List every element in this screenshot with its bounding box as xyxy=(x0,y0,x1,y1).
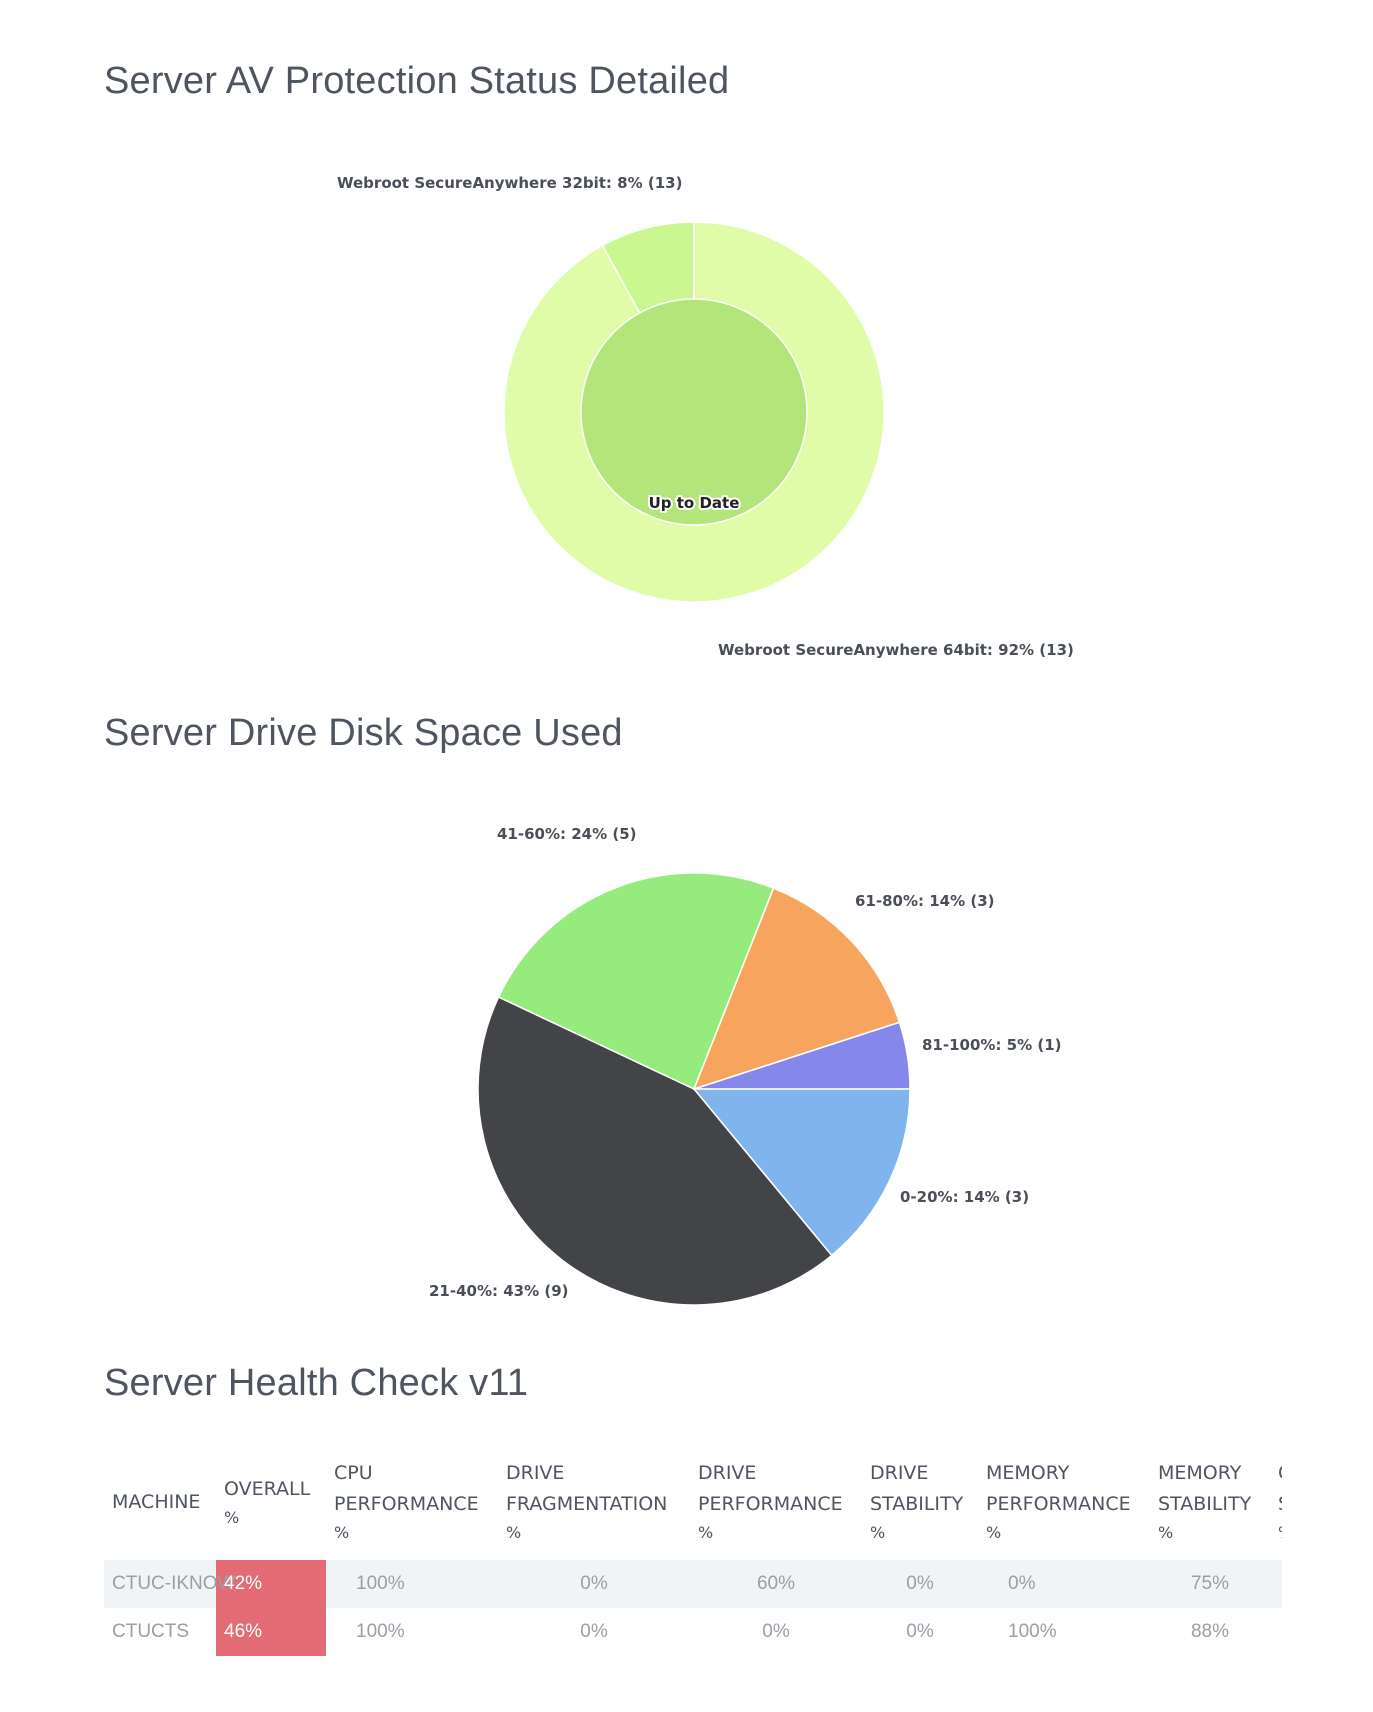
table-row[interactable]: CTUCTS 46% 100% 0% 0% 0% 100% 88% 0% xyxy=(104,1608,1282,1656)
disk-slice-1[interactable] xyxy=(692,1088,911,1257)
overall-score-cell: 42% xyxy=(216,1560,326,1608)
metric-cell: 0% xyxy=(1270,1560,1282,1608)
column-header[interactable]: MEMORY PERFORMANCE% xyxy=(978,1450,1150,1560)
metric-cell: 100% xyxy=(1008,1621,1057,1642)
column-header-line: STABILITY xyxy=(1158,1493,1252,1515)
column-header-line: DRIVE xyxy=(698,1462,757,1484)
disk-label-0-20: 0-20%: 14% (3) xyxy=(900,1188,1029,1206)
overall-score-cell: 46% xyxy=(216,1608,326,1656)
av-label-64bit: Webroot SecureAnywhere 64bit: 92% (13) xyxy=(718,641,1074,659)
column-header[interactable]: OVERALL% xyxy=(216,1450,326,1560)
column-header-line: C xyxy=(1278,1458,1282,1489)
metric-cell: 0% xyxy=(580,1621,608,1642)
column-header-line: S xyxy=(1278,1489,1282,1520)
metric-cell: 0% xyxy=(978,1560,1150,1608)
column-header-line: % xyxy=(334,1523,350,1542)
column-header-line: MEMORY xyxy=(986,1462,1070,1484)
disk-space-title: Server Drive Disk Space Used xyxy=(104,712,623,754)
disk-space-chart: 81-100%: 5% (1) 0-20%: 14% (3) 21-40%: 4… xyxy=(429,825,1062,1306)
column-header-line: % xyxy=(1158,1523,1174,1542)
metric-cell: 100% xyxy=(356,1621,405,1642)
column-header-line: % xyxy=(224,1507,240,1527)
disk-slice-4[interactable] xyxy=(692,887,901,1091)
disk-label-61-80: 61-80%: 14% (3) xyxy=(855,892,995,910)
column-header-line: % xyxy=(870,1523,886,1542)
metric-cell: 75% xyxy=(1150,1560,1270,1608)
column-header-line: % xyxy=(698,1523,714,1542)
disk-label-41-60: 41-60%: 24% (5) xyxy=(497,825,637,843)
column-header-line: PERFORMANCE xyxy=(334,1493,479,1515)
health-check-table: MACHINE OVERALL% CPU PERFORMANCE% DRIVE FRAGM… xyxy=(104,1450,1282,1656)
column-header[interactable]: DRIVE FRAGMENTATION% xyxy=(498,1450,690,1560)
disk-slice-3[interactable] xyxy=(497,872,775,1091)
table-header-row: MACHINE OVERALL% CPU PERFORMANCE% DRIVE FRAGM… xyxy=(104,1450,1282,1560)
disk-slice-2[interactable] xyxy=(477,996,833,1306)
column-header-line: STABILITY xyxy=(870,1493,964,1515)
metric-cell: 0% xyxy=(762,1621,790,1642)
av-status-title: Server AV Protection Status Detailed xyxy=(104,60,730,102)
metric-cell: 100% xyxy=(326,1560,498,1608)
column-header-line: CPU xyxy=(334,1462,373,1484)
column-header-line: % xyxy=(986,1523,1002,1542)
column-header-line: % xyxy=(506,1523,522,1542)
column-header-line: OVERALL xyxy=(224,1477,311,1500)
column-header-line: FRAGMENTATION xyxy=(506,1493,668,1515)
column-header-line: DRIVE xyxy=(870,1462,929,1484)
av-label-32bit: Webroot SecureAnywhere 32bit: 8% (13) xyxy=(337,174,682,192)
metric-cell: 60% xyxy=(690,1560,862,1608)
column-header[interactable]: DRIVE PERFORMANCE% xyxy=(690,1450,862,1560)
column-header-line: % xyxy=(1278,1520,1282,1546)
metric-cell: 0% xyxy=(906,1621,934,1642)
metric-cell: 0% xyxy=(862,1560,978,1608)
health-check-title: Server Health Check v11 xyxy=(104,1362,529,1404)
machine-name-cell: CTUC-IKNOW xyxy=(104,1560,235,1608)
column-header-line: PERFORMANCE xyxy=(986,1493,1131,1515)
column-header-line: MACHINE xyxy=(112,1490,201,1513)
column-header-line: PERFORMANCE xyxy=(698,1493,843,1515)
metric-cell: 0% xyxy=(1270,1608,1282,1656)
column-header[interactable]: DRIVE STABILITY% xyxy=(862,1450,978,1560)
column-header-line: DRIVE xyxy=(506,1462,565,1484)
av-inner-up-to-date[interactable] xyxy=(580,298,808,526)
column-header[interactable]: CS% xyxy=(1270,1450,1282,1560)
disk-label-81-100: 81-100%: 5% (1) xyxy=(922,1036,1062,1054)
column-header[interactable]: MEMORY STABILITY% xyxy=(1150,1450,1270,1560)
metric-cell: 88% xyxy=(1190,1621,1230,1642)
column-header-line: MEMORY xyxy=(1158,1462,1242,1484)
av-inner-label: Up to Date xyxy=(649,494,740,512)
machine-name-cell: CTUCTS xyxy=(112,1621,190,1642)
metric-cell: 0% xyxy=(498,1560,690,1608)
column-header[interactable]: MACHINE xyxy=(104,1450,216,1560)
av-protection-chart: Up to Date Webroot SecureAnywhere 32bit:… xyxy=(337,174,1074,659)
disk-label-21-40: 21-40%: 43% (9) xyxy=(429,1282,569,1300)
column-header[interactable]: CPU PERFORMANCE% xyxy=(326,1450,498,1560)
